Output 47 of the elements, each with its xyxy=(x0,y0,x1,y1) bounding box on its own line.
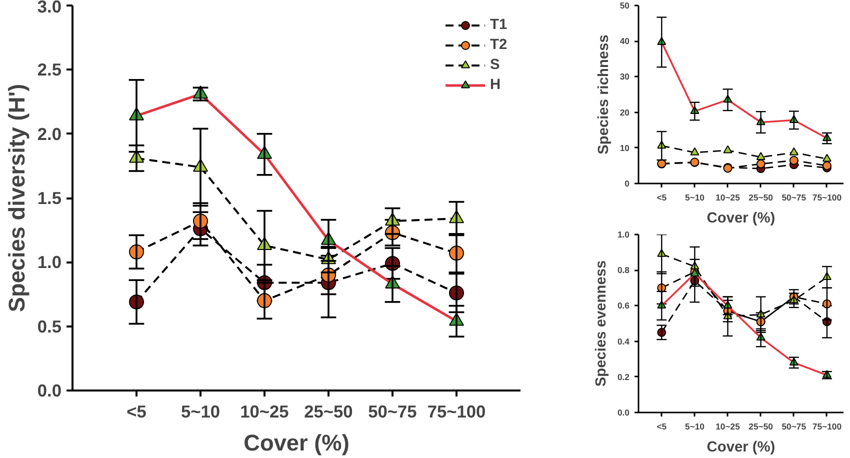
y-tick-label: 0.6 xyxy=(617,300,630,311)
x-tick-label: 5~10 xyxy=(684,192,705,202)
x-tick-label: 10~25 xyxy=(240,402,290,422)
y-tick-label: 1.0 xyxy=(37,252,62,272)
y-tick-label: 2.0 xyxy=(37,124,62,144)
y-tick-label: 1.5 xyxy=(37,188,62,208)
x-tick-label: 50~75 xyxy=(782,192,806,202)
y-tick-label: 20 xyxy=(620,107,630,118)
y-tick-label: 0.0 xyxy=(617,408,630,418)
x-tick-label: 25~50 xyxy=(748,192,774,202)
y-axis-title: Species richness xyxy=(596,34,612,154)
x-tick-label: 10~25 xyxy=(716,422,740,432)
x-axis-title: Cover (%) xyxy=(244,430,350,456)
y-tick-label: 2.5 xyxy=(37,60,62,80)
x-tick-label: 75~100 xyxy=(812,192,842,202)
y-tick-label: 0.5 xyxy=(37,316,62,336)
y-tick-label: 0.4 xyxy=(617,336,630,346)
legend-label: T2 xyxy=(490,37,508,53)
y-tick-label: 0.0 xyxy=(37,380,62,400)
y-tick-label: 3.0 xyxy=(37,0,62,16)
y-axis-title: Species diversity (H') xyxy=(3,84,30,312)
y-axis-title: Species evenness xyxy=(593,260,610,387)
x-tick-label: <5 xyxy=(656,192,667,202)
x-axis-title: Cover (%) xyxy=(706,440,776,456)
x-tick-label: 5~10 xyxy=(180,402,220,422)
legend-label: H xyxy=(490,77,502,93)
legend-label: T1 xyxy=(490,17,508,33)
x-axis-title: Cover (%) xyxy=(706,210,776,226)
x-tick-label: 50~75 xyxy=(782,422,806,432)
x-tick-label: 75~100 xyxy=(427,402,486,422)
x-tick-label: 25~50 xyxy=(748,422,774,432)
y-tick-label: 30 xyxy=(620,72,630,82)
x-tick-label: <5 xyxy=(656,422,667,432)
x-tick-label: 75~100 xyxy=(812,422,842,432)
y-tick-label: 40 xyxy=(620,36,630,46)
y-tick-label: 0.8 xyxy=(617,265,630,276)
y-tick-label: 50 xyxy=(620,0,630,10)
y-tick-label: 0.2 xyxy=(617,372,630,382)
x-tick-label: 5~10 xyxy=(684,422,705,432)
x-tick-label: 25~50 xyxy=(304,402,353,422)
x-tick-label: <5 xyxy=(126,402,147,422)
y-tick-label: 0 xyxy=(624,178,630,188)
legend-label: S xyxy=(490,57,501,73)
y-tick-label: 1.0 xyxy=(617,230,630,240)
y-tick-label: 10 xyxy=(620,142,630,153)
x-tick-label: 10~25 xyxy=(716,192,740,202)
x-tick-label: 50~75 xyxy=(368,402,418,422)
